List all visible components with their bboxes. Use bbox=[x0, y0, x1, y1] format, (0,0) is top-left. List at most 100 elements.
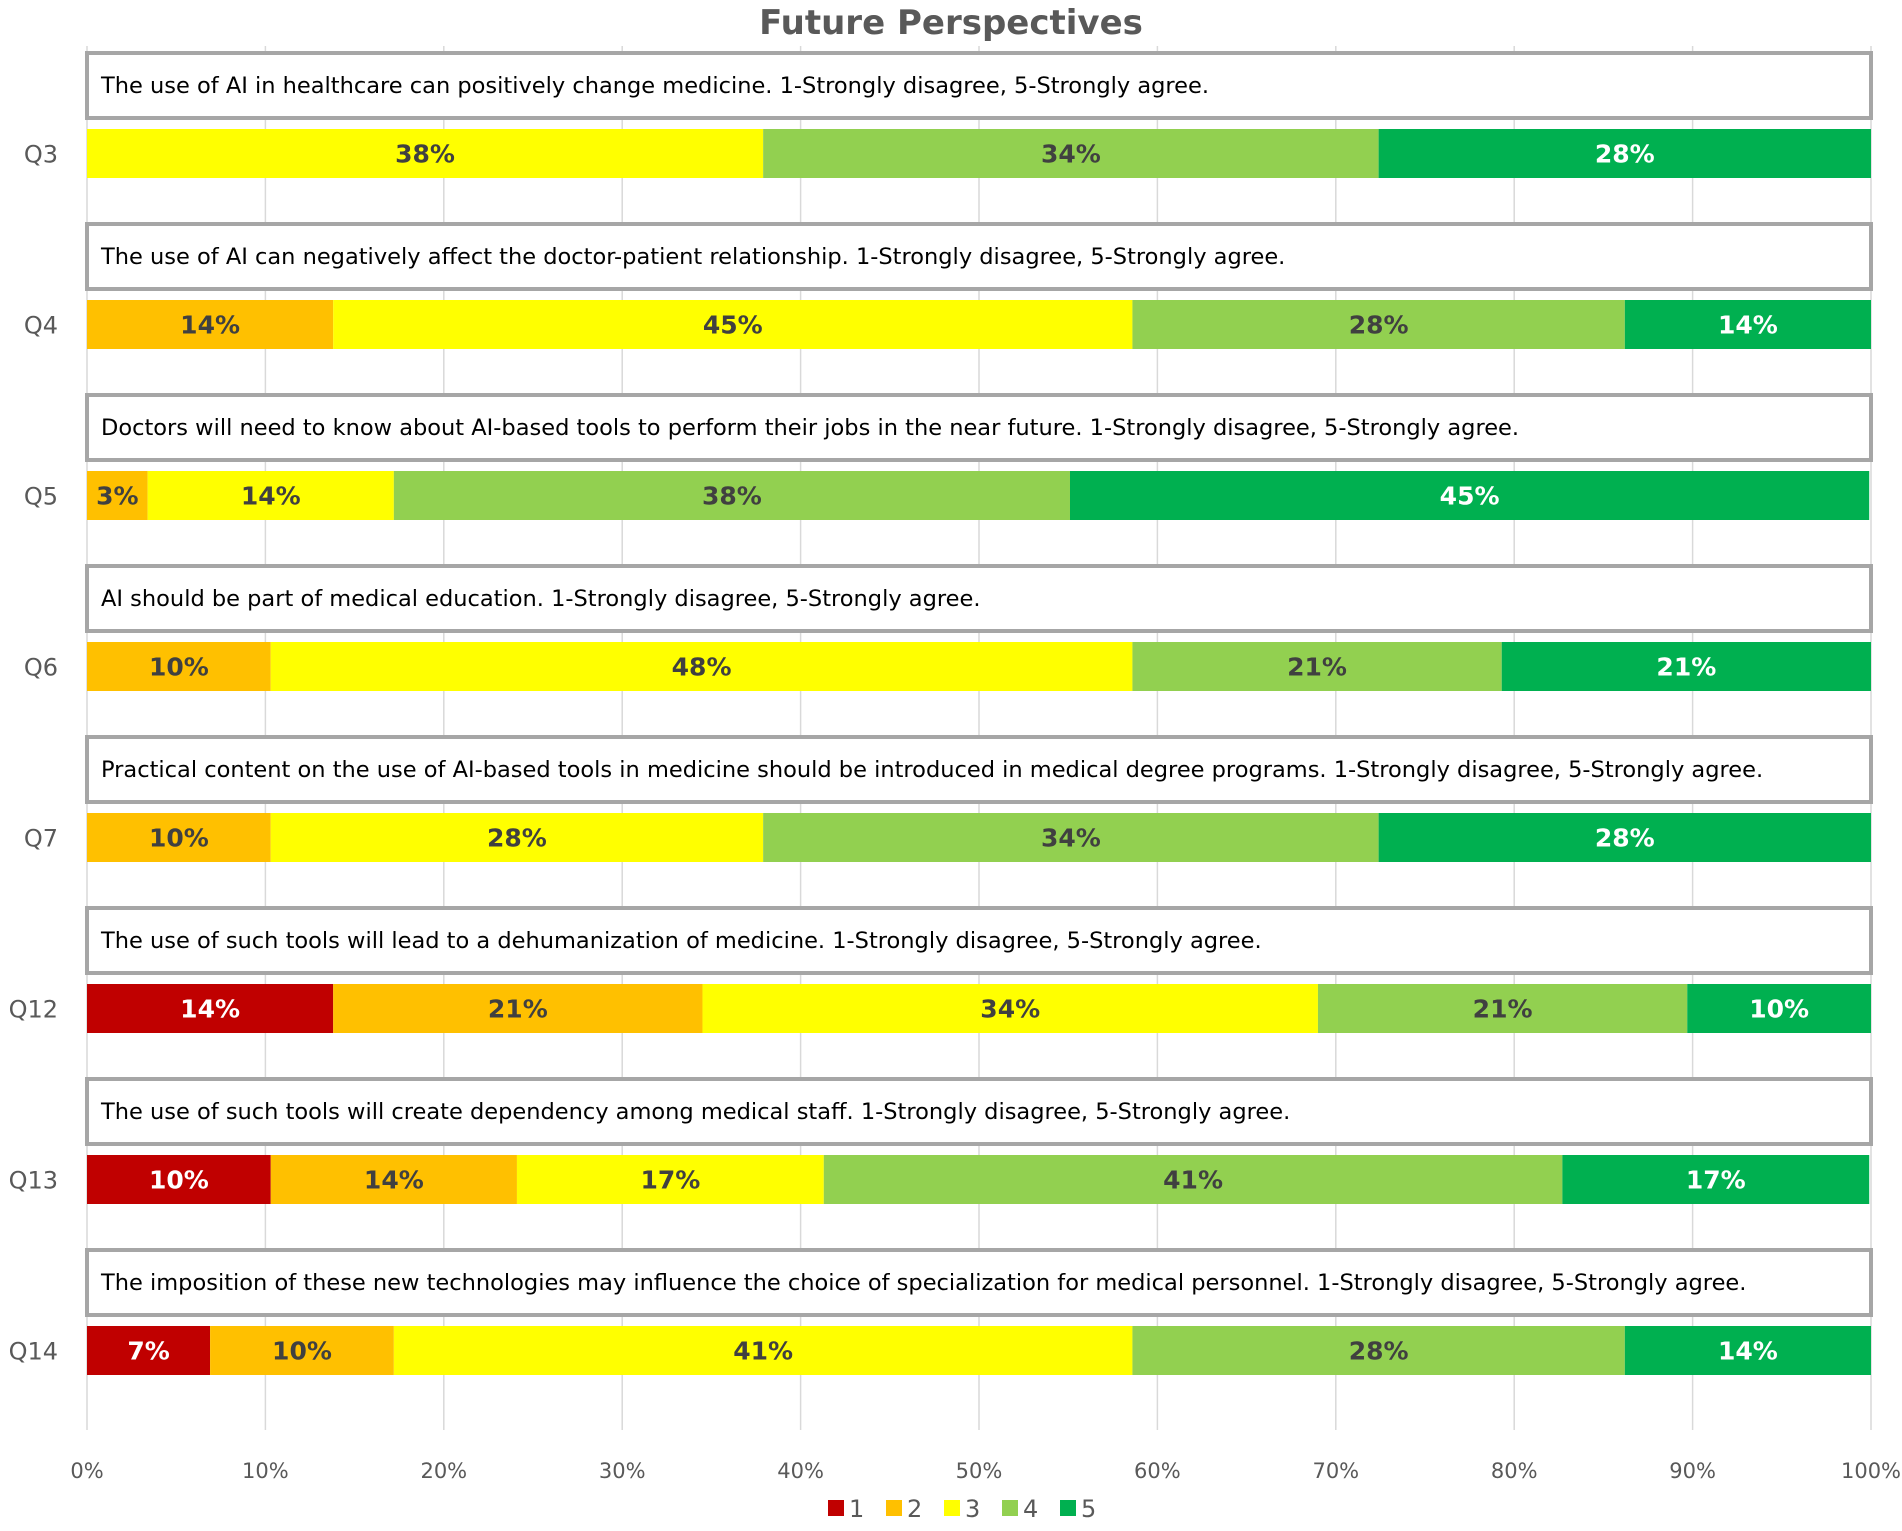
bar-segment-3 bbox=[393, 1326, 1133, 1375]
bar-segment-3 bbox=[333, 300, 1133, 349]
bar-segment-2 bbox=[333, 984, 703, 1033]
bar-segment-2 bbox=[87, 471, 148, 520]
data-label: 14% bbox=[364, 1166, 424, 1195]
question-text: The use of such tools will create depend… bbox=[100, 1099, 1290, 1125]
row-q6: AI should be part of medical education. … bbox=[24, 564, 1873, 691]
x-tick-label: 100% bbox=[1841, 1459, 1901, 1483]
data-label: 28% bbox=[1349, 1337, 1409, 1366]
bar-segment-5 bbox=[1687, 984, 1871, 1033]
bar-segment-3 bbox=[147, 471, 394, 520]
row-label: Q13 bbox=[9, 1167, 58, 1195]
data-label: 21% bbox=[1287, 653, 1347, 682]
data-label: 38% bbox=[702, 482, 762, 511]
x-axis-ticks: 0% 10% 20% 30% 40% 50% 60% 70% 80% 90% 100% bbox=[70, 1459, 1901, 1483]
row-label: Q6 bbox=[24, 654, 58, 682]
bar-segment-4 bbox=[1132, 642, 1502, 691]
legend-swatch-3 bbox=[944, 1500, 960, 1516]
row-q7: Practical content on the use of AI-based… bbox=[24, 735, 1873, 862]
data-label: 7% bbox=[127, 1337, 169, 1366]
question-box bbox=[85, 51, 1873, 120]
data-label: 21% bbox=[488, 995, 548, 1024]
row-label: Q14 bbox=[9, 1338, 58, 1366]
question-box bbox=[85, 393, 1873, 462]
bar-segment-5 bbox=[1562, 1155, 1870, 1204]
data-label: 10% bbox=[149, 653, 209, 682]
legend-swatch-1 bbox=[828, 1500, 844, 1516]
data-label: 28% bbox=[1595, 824, 1655, 853]
data-label: 34% bbox=[1041, 140, 1101, 169]
question-text: The use of such tools will lead to a deh… bbox=[100, 928, 1262, 954]
bar-segment-2 bbox=[87, 642, 271, 691]
chart-title: Future Perspectives bbox=[759, 3, 1143, 43]
bar-segment-5 bbox=[1624, 300, 1871, 349]
question-box bbox=[85, 564, 1873, 633]
bar-segment-2 bbox=[87, 300, 334, 349]
bar-segment-5 bbox=[1378, 129, 1871, 178]
bar-segment-4 bbox=[763, 813, 1379, 862]
bar-segment-3 bbox=[270, 642, 1133, 691]
data-label: 41% bbox=[1163, 1166, 1223, 1195]
legend-label-3: 3 bbox=[965, 1495, 980, 1523]
row-label: Q7 bbox=[24, 825, 58, 853]
x-tick-label: 10% bbox=[242, 1459, 289, 1483]
data-label: 10% bbox=[149, 1166, 209, 1195]
question-box bbox=[85, 1248, 1873, 1317]
bar-segment-2 bbox=[270, 1155, 517, 1204]
question-text: AI should be part of medical education. … bbox=[101, 586, 980, 612]
x-tick-label: 40% bbox=[777, 1459, 824, 1483]
x-tick-label: 50% bbox=[956, 1459, 1003, 1483]
data-label: 45% bbox=[1440, 482, 1500, 511]
bar-segment-3 bbox=[270, 813, 764, 862]
x-tick-label: 30% bbox=[599, 1459, 646, 1483]
bar-segment-2 bbox=[87, 813, 271, 862]
bar-segment-2 bbox=[210, 1326, 394, 1375]
legend-label-1: 1 bbox=[849, 1495, 864, 1523]
x-tick-label: 90% bbox=[1669, 1459, 1716, 1483]
legend-label-5: 5 bbox=[1081, 1495, 1096, 1523]
data-label: 3% bbox=[96, 482, 138, 511]
data-label: 10% bbox=[149, 824, 209, 853]
bar-segment-4 bbox=[1132, 1326, 1625, 1375]
question-text: Doctors will need to know about AI-based… bbox=[101, 415, 1519, 441]
x-tick-label: 0% bbox=[70, 1459, 103, 1483]
bar-segment-5 bbox=[1624, 1326, 1871, 1375]
row-label: Q3 bbox=[24, 141, 58, 169]
legend: 1 2 3 4 5 bbox=[828, 1495, 1096, 1523]
row-q12: The use of such tools will lead to a deh… bbox=[9, 906, 1873, 1033]
bar-segment-4 bbox=[1132, 300, 1625, 349]
data-label: 28% bbox=[487, 824, 547, 853]
question-box bbox=[85, 735, 1873, 804]
data-label: 28% bbox=[1595, 140, 1655, 169]
bar-segment-4 bbox=[1317, 984, 1688, 1033]
data-label: 48% bbox=[672, 653, 732, 682]
question-text: The use of AI in healthcare can positive… bbox=[100, 73, 1209, 99]
x-tick-label: 80% bbox=[1491, 1459, 1538, 1483]
bar-segment-3 bbox=[87, 129, 764, 178]
data-label: 28% bbox=[1349, 311, 1409, 340]
data-label: 14% bbox=[241, 482, 301, 511]
question-text: Practical content on the use of AI-based… bbox=[101, 757, 1763, 783]
x-tick-label: 70% bbox=[1312, 1459, 1359, 1483]
row-label: Q12 bbox=[9, 996, 58, 1024]
data-label: 14% bbox=[180, 995, 240, 1024]
x-tick-label: 20% bbox=[420, 1459, 467, 1483]
bar-segment-4 bbox=[823, 1155, 1563, 1204]
data-label: 17% bbox=[640, 1166, 700, 1195]
data-label: 41% bbox=[733, 1337, 793, 1366]
row-label: Q4 bbox=[24, 312, 58, 340]
question-box bbox=[85, 1077, 1873, 1146]
data-label: 17% bbox=[1686, 1166, 1746, 1195]
legend-label-2: 2 bbox=[907, 1495, 922, 1523]
data-label: 10% bbox=[272, 1337, 332, 1366]
data-label: 14% bbox=[1718, 1337, 1778, 1366]
bar-segment-4 bbox=[393, 471, 1070, 520]
row-q3: The use of AI in healthcare can positive… bbox=[24, 51, 1873, 178]
row-q14: The imposition of these new technologies… bbox=[9, 1248, 1873, 1375]
data-label: 38% bbox=[395, 140, 455, 169]
question-box bbox=[85, 222, 1873, 291]
row-q13: The use of such tools will create depend… bbox=[9, 1077, 1873, 1204]
question-text: The use of AI can negatively affect the … bbox=[100, 244, 1285, 270]
bar-segment-4 bbox=[763, 129, 1379, 178]
data-label: 14% bbox=[1718, 311, 1778, 340]
